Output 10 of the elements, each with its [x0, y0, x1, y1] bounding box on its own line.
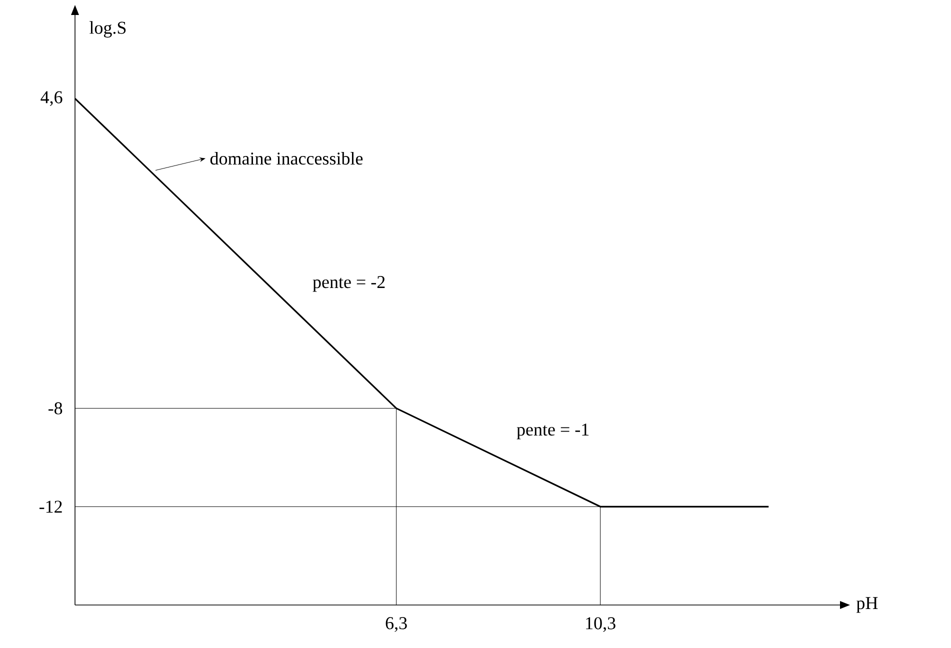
- annotation: domaine inaccessible: [210, 152, 363, 165]
- annotation: pente = -1: [516, 424, 589, 440]
- x-tick-label: 10,3: [586, 617, 616, 632]
- y-tick-label: -12: [39, 500, 62, 513]
- x-axis-title: pH: [856, 597, 878, 613]
- annotation: pente = -2: [312, 276, 385, 292]
- y-axis-title: log.S: [90, 21, 126, 38]
- x-tick-label: 6,3: [386, 617, 407, 632]
- y-tick-label: 4,6: [40, 91, 62, 106]
- y-tick-label: -8: [48, 402, 62, 414]
